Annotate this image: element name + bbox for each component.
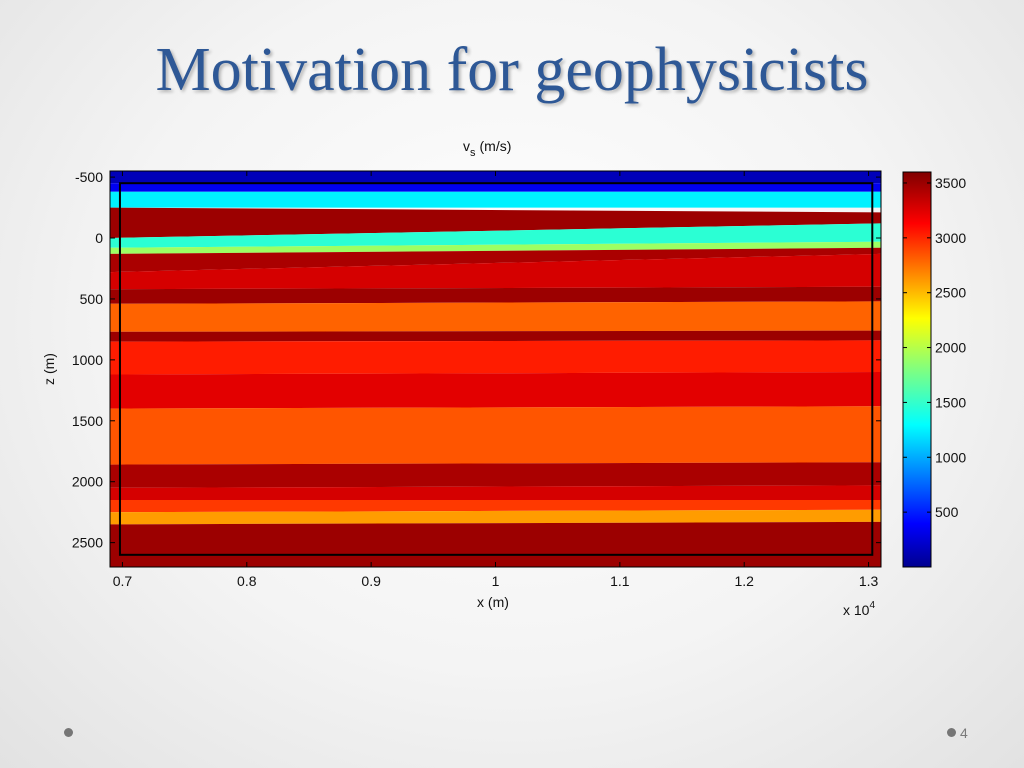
x-tick-label: 1.1 (610, 573, 630, 589)
x-tick-label: 0.9 (361, 573, 381, 589)
y-tick-label: 2000 (72, 474, 103, 490)
colorbar-ticks: 500 1000 1500 2000 2500 3000 3500 (903, 175, 966, 520)
x-tick-label: 1.2 (734, 573, 754, 589)
velocity-layer (110, 223, 881, 248)
x-multiplier-base: x 10 (843, 602, 870, 618)
x-tick-label: 0.7 (113, 573, 133, 589)
x-tick-label: 1 (492, 573, 500, 589)
velocity-layer (110, 462, 881, 488)
y-axis-label: z (m) (41, 353, 57, 385)
colorbar (902, 171, 932, 568)
colorbar-tick-label: 3500 (935, 175, 966, 191)
y-tick-label: -500 (75, 169, 103, 185)
colorbar-tick-label: 2000 (935, 340, 966, 356)
colorbar-tick-label: 2500 (935, 285, 966, 301)
velocity-layer (110, 330, 881, 342)
colorbar-tick-label: 3000 (935, 230, 966, 246)
velocity-layer (110, 509, 881, 525)
model-boundary-box (118, 182, 874, 556)
x-axis-label: x (m) (477, 594, 509, 610)
right-bullet-dot (947, 728, 956, 737)
velocity-layer (110, 183, 881, 192)
y-tick-label: 2500 (72, 535, 103, 551)
x-ticks: 0.7 0.8 0.9 1 1.1 1.2 1.3 (113, 171, 879, 589)
chart-title-sub: s (470, 147, 476, 159)
velocity-layer (110, 253, 881, 290)
page-number: 4 (960, 725, 968, 741)
velocity-layer (110, 191, 881, 208)
colorbar-tick-label: 1500 (935, 394, 966, 410)
chart-title: vs (m/s) (463, 138, 511, 159)
velocity-layer (110, 372, 881, 409)
y-tick-label: 500 (80, 291, 104, 307)
velocity-layer (110, 301, 881, 332)
y-ticks: -500 0 500 1000 1500 2000 2500 (72, 169, 881, 551)
velocity-layer (110, 485, 881, 500)
x-tick-label: 0.8 (237, 573, 257, 589)
velocity-layer (110, 406, 881, 465)
chart-title-main: v (463, 138, 470, 154)
velocity-layer (110, 241, 881, 254)
left-bullet-dot (64, 728, 73, 737)
velocity-layer (110, 521, 881, 567)
chart-title-unit: (m/s) (480, 138, 512, 154)
velocity-layer (110, 207, 881, 238)
velocity-layer (110, 247, 881, 273)
velocity-layer (110, 286, 881, 304)
colorbar-tick-label: 1000 (935, 449, 966, 465)
x-tick-label: 1.3 (859, 573, 879, 589)
velocity-layer (110, 500, 881, 513)
velocity-layer (110, 340, 881, 375)
x-axis-multiplier: x 104 (843, 600, 875, 618)
colorbar-tick-label: 500 (935, 504, 959, 520)
velocity-layer (110, 171, 881, 184)
y-tick-label: 1000 (72, 352, 103, 368)
y-tick-label: 1500 (72, 413, 103, 429)
velocity-layers (110, 171, 881, 567)
slide-title: Motivation for geophysicists (155, 36, 869, 104)
x-multiplier-exponent: 4 (869, 600, 875, 611)
y-tick-label: 0 (95, 230, 103, 246)
